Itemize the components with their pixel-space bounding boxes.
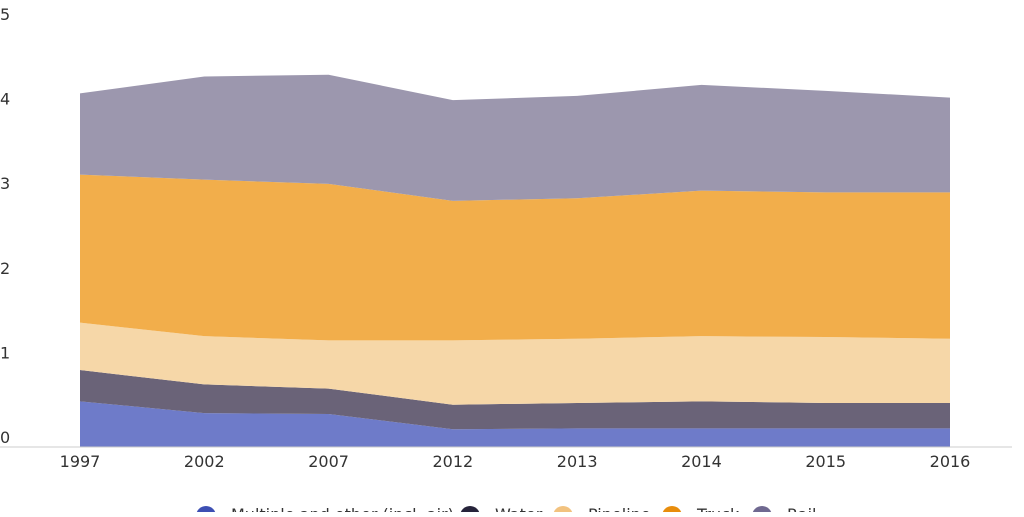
x-tick-label: 2012 <box>432 452 473 471</box>
legend-item[interactable]: Pipeline <box>553 505 651 517</box>
y-axis: 0 1 2 3 4 5 <box>0 5 10 447</box>
legend-label: Pipeline <box>588 505 651 512</box>
area-rail <box>80 74 950 201</box>
area-water <box>80 370 950 430</box>
area-truck <box>80 174 950 341</box>
legend-label: Rail <box>787 505 816 512</box>
areas <box>80 74 950 447</box>
legend-label: Water <box>495 505 543 512</box>
x-tick-label: 2013 <box>557 452 598 471</box>
legend-swatch <box>553 506 573 517</box>
x-tick-label: 2007 <box>308 452 349 471</box>
y-tick-label: 5 <box>0 5 10 24</box>
y-tick-label: 1 <box>0 343 10 362</box>
legend-label: Multiple and other (incl. air) <box>231 505 454 512</box>
legend: Multiple and other (incl. air) Water Pipel… <box>196 505 816 517</box>
legend-swatch <box>752 506 772 517</box>
x-tick-label: 2015 <box>805 452 846 471</box>
y-tick-label: 3 <box>0 174 10 193</box>
legend-swatch <box>196 506 216 517</box>
legend-item[interactable]: Truck <box>662 505 740 517</box>
legend-item[interactable]: Rail <box>752 505 816 517</box>
legend-swatch <box>662 506 682 517</box>
y-tick-label: 4 <box>0 90 10 109</box>
y-tick-label: 2 <box>0 259 10 278</box>
x-tick-label: 2016 <box>930 452 971 471</box>
legend-item[interactable]: Multiple and other (incl. air) <box>196 505 454 517</box>
x-tick-label: 2014 <box>681 452 722 471</box>
legend-label: Truck <box>696 505 740 512</box>
y-tick-label: 0 <box>0 428 10 447</box>
area-multiple-and-other-incl-air <box>80 401 950 447</box>
legend-item[interactable]: Water <box>460 505 543 517</box>
x-tick-label: 2002 <box>184 452 225 471</box>
legend-swatch <box>460 506 480 517</box>
area-pipeline <box>80 322 950 405</box>
x-axis: 1997 2002 2007 2012 2013 2014 2015 2016 <box>60 452 971 471</box>
x-tick-label: 1997 <box>60 452 101 471</box>
